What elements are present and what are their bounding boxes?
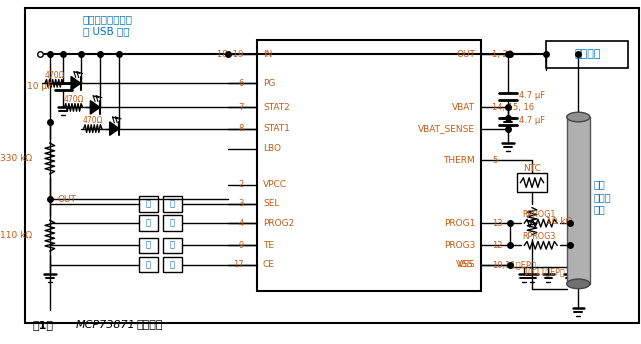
Text: 18, 19: 18, 19 [217,50,244,59]
Text: 或 USB 端口: 或 USB 端口 [83,26,129,36]
Text: 470Ω: 470Ω [63,95,84,104]
Text: 17: 17 [233,260,244,269]
Polygon shape [90,101,100,114]
Text: 4: 4 [238,219,244,228]
Text: 典型应用: 典型应用 [137,320,163,330]
Text: SEL: SEL [263,199,279,208]
Text: STAT1: STAT1 [263,124,290,133]
Text: STAT2: STAT2 [263,103,290,112]
Text: VBAT_SENSE: VBAT_SENSE [418,124,475,133]
Bar [163,257,182,272]
Text: 图1：: 图1： [33,320,53,330]
Text: VPCC: VPCC [263,180,287,189]
Text: 12: 12 [492,241,503,250]
Polygon shape [71,76,81,90]
Text: 5: 5 [492,156,497,165]
Bar [517,173,547,192]
Text: 8: 8 [238,124,244,133]
Text: NTC: NTC [523,164,541,173]
Text: 10 kΩ: 10 kΩ [545,217,572,226]
Text: 1, 20: 1, 20 [492,50,513,59]
Text: PG: PG [263,79,276,88]
Text: CE: CE [263,260,275,269]
Text: 锂离子: 锂离子 [594,192,612,202]
Text: 10 µF: 10 µF [26,82,52,91]
Text: 低: 低 [146,260,151,269]
Text: 470Ω: 470Ω [44,71,65,80]
Text: 13: 13 [492,219,503,228]
Text: 6: 6 [238,79,244,88]
Text: 3: 3 [238,199,244,208]
Text: 4.7 µF: 4.7 µF [519,116,545,125]
Text: PROG1: PROG1 [444,219,475,228]
Text: 4.7 µF: 4.7 µF [519,91,545,100]
Text: VBAT: VBAT [452,103,475,112]
Bar [163,196,182,212]
Text: VSS: VSS [456,260,473,269]
Text: VSS: VSS [458,260,475,269]
Bar [138,257,158,272]
Text: 9: 9 [238,241,244,250]
Bar [163,215,182,231]
Text: THERM: THERM [444,156,475,165]
Bar [547,41,628,68]
Text: 470Ω: 470Ω [83,116,103,125]
Text: LBO: LBO [263,144,281,153]
Text: 330 kΩ: 330 kΩ [1,154,33,163]
Text: 2: 2 [238,180,244,189]
Text: MCP73871: MCP73871 [76,320,136,330]
Text: IN: IN [263,50,272,59]
Text: 10,11（EP）: 10,11（EP） [492,260,537,269]
Bar [163,238,182,253]
Bar [257,40,481,291]
Text: 低: 低 [146,199,151,208]
Text: RPROG1: RPROG1 [522,210,556,219]
Text: 单节: 单节 [594,180,606,190]
Text: OUT: OUT [58,194,76,204]
Text: 电池: 电池 [594,205,606,215]
Bar [567,117,590,284]
Text: 低: 低 [146,241,151,250]
Text: TE: TE [263,241,274,250]
Text: 系统负载: 系统负载 [574,49,601,60]
Text: 14, 15, 16: 14, 15, 16 [492,103,535,112]
Text: PROG3: PROG3 [444,241,475,250]
Ellipse shape [567,112,590,122]
Text: RPROG3: RPROG3 [522,232,556,241]
Bar [138,238,158,253]
Polygon shape [110,122,119,135]
Text: 7: 7 [238,103,244,112]
Text: 交流／直流适配器: 交流／直流适配器 [83,15,133,25]
Text: 高: 高 [170,199,175,208]
Ellipse shape [567,279,590,289]
Text: PROG2: PROG2 [263,219,294,228]
Text: OUT: OUT [456,50,475,59]
Text: 110 kΩ: 110 kΩ [1,231,33,240]
Text: 低: 低 [146,219,151,228]
Text: 高: 高 [170,241,175,250]
Bar [138,215,158,231]
Text: 高: 高 [170,260,175,269]
Bar [138,196,158,212]
Text: 高: 高 [170,219,175,228]
Text: 10,11（EP）: 10,11（EP） [523,268,565,277]
